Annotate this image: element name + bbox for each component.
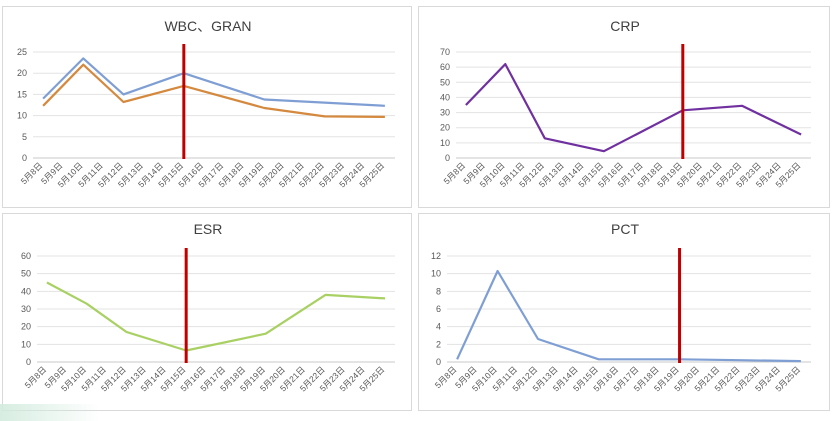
y-tick-label: 50: [21, 269, 31, 279]
chart-title: WBC、GRAN: [164, 18, 251, 34]
series-line: [46, 281, 386, 352]
y-tick-label: 10: [440, 138, 450, 148]
y-tick-label: 20: [17, 68, 27, 78]
series-line: [42, 63, 385, 118]
y-tick-label: 60: [21, 251, 31, 261]
y-tick-label: 2: [436, 339, 441, 349]
y-tick-label: 4: [436, 322, 441, 332]
y-tick-label: 6: [436, 304, 441, 314]
y-tick-label: 30: [440, 108, 450, 118]
y-tick-label: 10: [431, 269, 441, 279]
y-tick-label: 10: [21, 339, 31, 349]
y-tick-label: 40: [21, 286, 31, 296]
chart-title: ESR: [194, 221, 223, 237]
chart-panel-pct: PCT 0 2 4 6 8 10 12 5月8日 5月9日 5月10日 5月11日 5月12日 5月13日…: [418, 213, 830, 411]
x-tick-label: 5月8日: [433, 364, 459, 390]
series-line: [42, 57, 385, 107]
y-tick-label: 0: [436, 357, 441, 367]
y-tick-label: 40: [440, 92, 450, 102]
y-tick-label: 70: [440, 47, 450, 57]
chart-title: PCT: [611, 221, 639, 237]
chart-panel-esr: ESR 0 10 20 30 40 50 60 5月8日 5月9日 5月10日 5月11日 5月12日 5…: [2, 213, 412, 411]
series-line: [465, 62, 802, 153]
corner-fade: [0, 404, 100, 421]
y-tick-label: 60: [440, 62, 450, 72]
y-tick-label: 20: [21, 322, 31, 332]
chart-wbc: WBC、GRAN05101520255月8日5月9日5月10日5月11日5月12…: [17, 18, 395, 189]
y-tick-label: 0: [26, 357, 31, 367]
y-tick-label: 0: [22, 153, 27, 163]
y-tick-label: 10: [17, 111, 27, 121]
y-tick-label: 30: [21, 304, 31, 314]
series-line: [456, 269, 801, 363]
chart-title: CRP: [610, 18, 640, 34]
y-tick-label: 8: [436, 286, 441, 296]
y-tick-label: 20: [440, 123, 450, 133]
y-tick-label: 50: [440, 77, 450, 87]
y-tick-label: 12: [431, 251, 441, 261]
chart-esr: ESR01020304050605月8日5月9日5月10日5月11日5月12日5…: [21, 221, 395, 393]
y-tick-label: 15: [17, 89, 27, 99]
y-tick-label: 0: [445, 153, 450, 163]
chart-pct: PCT0246810125月8日5月9日5月10日5月11日5月12日5月13日…: [431, 221, 811, 393]
chart-panel-wbc: WBC、GRAN 0 5 10 15 20 25 5月8日 5月9日 5月10日 5月11日 5月12…: [2, 6, 412, 208]
y-tick-label: 25: [17, 47, 27, 57]
chart-panel-crp: CRP 0 10 20 30 40 50 60 70 5月8日 5月9日 5月10日 5月11日 5月12…: [418, 6, 830, 208]
y-tick-label: 5: [22, 132, 27, 142]
chart-crp: CRP0102030405060705月8日5月9日5月10日5月11日5月12…: [440, 18, 811, 189]
